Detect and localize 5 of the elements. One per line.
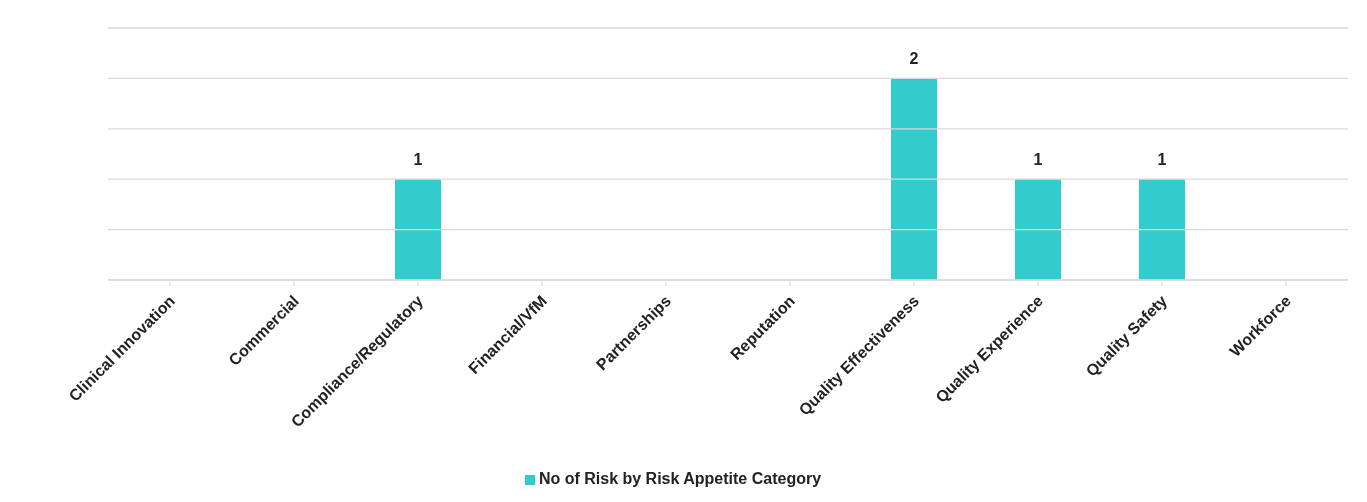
data-label: 2: [909, 50, 919, 68]
data-label: 1: [1033, 151, 1043, 169]
legend-label: No of Risk by Risk Appetite Category: [538, 470, 822, 487]
data-label: 1: [413, 151, 423, 169]
data-label: 1: [1157, 151, 1167, 169]
